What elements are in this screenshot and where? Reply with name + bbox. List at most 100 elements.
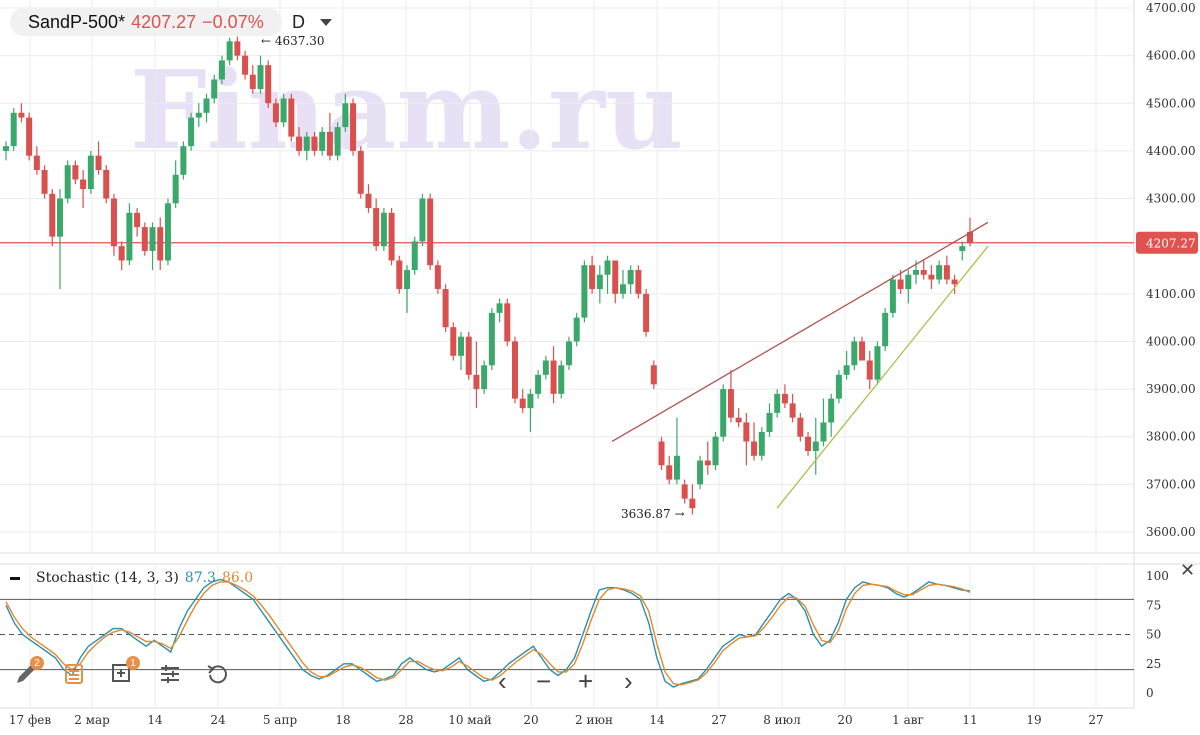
candle-body [519,398,526,409]
candle-body [180,146,187,175]
candle-body [866,360,873,380]
stoch-tick-label: 0 [1146,686,1154,700]
candle-body [604,260,611,275]
candle-body [257,65,264,89]
zoom-in-icon[interactable]: + [578,666,594,696]
candle-body [288,98,295,137]
candle-body [249,74,256,89]
timeframe-label[interactable]: D [292,12,305,32]
stoch-tick-label: 75 [1146,598,1161,612]
pencil-tool-button[interactable]: 2 [12,656,44,688]
ticker-box[interactable]: SandP-500* 4207.27 −0.07% [10,8,282,36]
add-indicator-button[interactable]: 1 [108,656,140,688]
time-tick-label: 27 [1088,713,1103,727]
candle-body [164,203,171,261]
time-tick-label: 18 [335,713,350,727]
candle-body [265,65,272,104]
candle-body [959,246,966,251]
candle-body [936,265,943,280]
candle-body [511,341,518,399]
reset-button[interactable] [204,660,232,688]
candle-body [434,265,441,290]
candle-body [3,146,9,151]
candle-body [103,169,110,199]
candle-body [427,198,434,266]
close-icon[interactable]: ✕ [1180,560,1196,580]
candle-body [905,274,912,290]
candle-body [404,270,411,290]
collapse-icon[interactable] [10,576,20,580]
candle-body [87,155,94,190]
scroll-right-icon[interactable]: › [624,666,633,696]
candle-body [558,365,565,394]
candle-body [10,112,17,147]
candle-body [357,150,364,194]
candle-body [820,422,827,442]
candle-body [272,103,279,123]
candle-body [311,136,318,151]
candle-body [49,193,56,237]
candle-body [450,327,457,356]
zoom-out-icon[interactable]: − [536,666,552,696]
stochastic-legend: Stochastic (14, 3, 3) 87.3 86.0 [10,570,253,586]
candle-body [18,112,25,118]
time-tick-label: 27 [711,713,726,727]
price-tick-label: 3600.00 [1146,525,1196,539]
pencil-badge-icon: 2 [30,656,44,670]
time-tick-label: 2 мар [74,713,110,727]
list-icon [65,664,83,684]
high-annotation: ← 4637.30 [261,34,325,48]
price-tick-label: 4600.00 [1146,49,1196,63]
candle-body [596,274,603,290]
candle-body [465,336,472,375]
stoch-tick-label: 100 [1146,569,1169,583]
candle-body [488,312,495,366]
candle-body [411,241,418,270]
time-tick-label: 20 [523,713,538,727]
candle-body [897,279,904,290]
stochastic-k-line [5,578,971,688]
candle-body [951,279,958,285]
candle-body [342,103,349,128]
time-tick-label: 14 [147,713,163,727]
candle-body [365,193,372,209]
price-tick-label: 4000.00 [1146,334,1196,348]
time-tick-label: 20 [837,713,852,727]
candle-body [751,441,758,456]
candle-body [697,460,704,485]
time-tick-label: 19 [1026,713,1041,727]
change-label: −0.07% [202,11,264,32]
candle-body [612,260,619,294]
candle-body [172,174,179,204]
candle-body [619,284,626,294]
time-tick-label: 14 [649,713,665,727]
pencil-icon [17,665,35,683]
candle-body [535,374,542,394]
time-tick-label: 28 [398,713,413,727]
candle-body [458,336,465,356]
chevron-down-icon[interactable] [320,19,332,26]
scroll-left-icon[interactable]: ‹ [498,666,507,696]
candle-body [64,165,71,199]
candle-body [673,455,680,480]
candle-body [242,55,249,75]
stochastic-d-value: 86.0 [221,570,254,586]
sliders-icon [161,665,179,683]
candle-body [565,341,572,366]
time-tick-label: 10 май [448,713,492,727]
time-tick-label: 11 [962,713,977,727]
candle-body [704,460,711,466]
list-tool-button[interactable] [60,660,88,688]
symbol-label[interactable]: SandP-500* [28,11,126,32]
settings-button[interactable] [156,660,184,688]
candle-body [481,365,488,390]
time-tick-label: 24 [210,713,226,727]
candle-body [303,136,310,151]
candle-body [504,303,511,342]
candle-body [41,169,48,194]
candle-body [835,374,842,399]
candle-body [650,365,657,385]
candle-body [920,270,927,275]
